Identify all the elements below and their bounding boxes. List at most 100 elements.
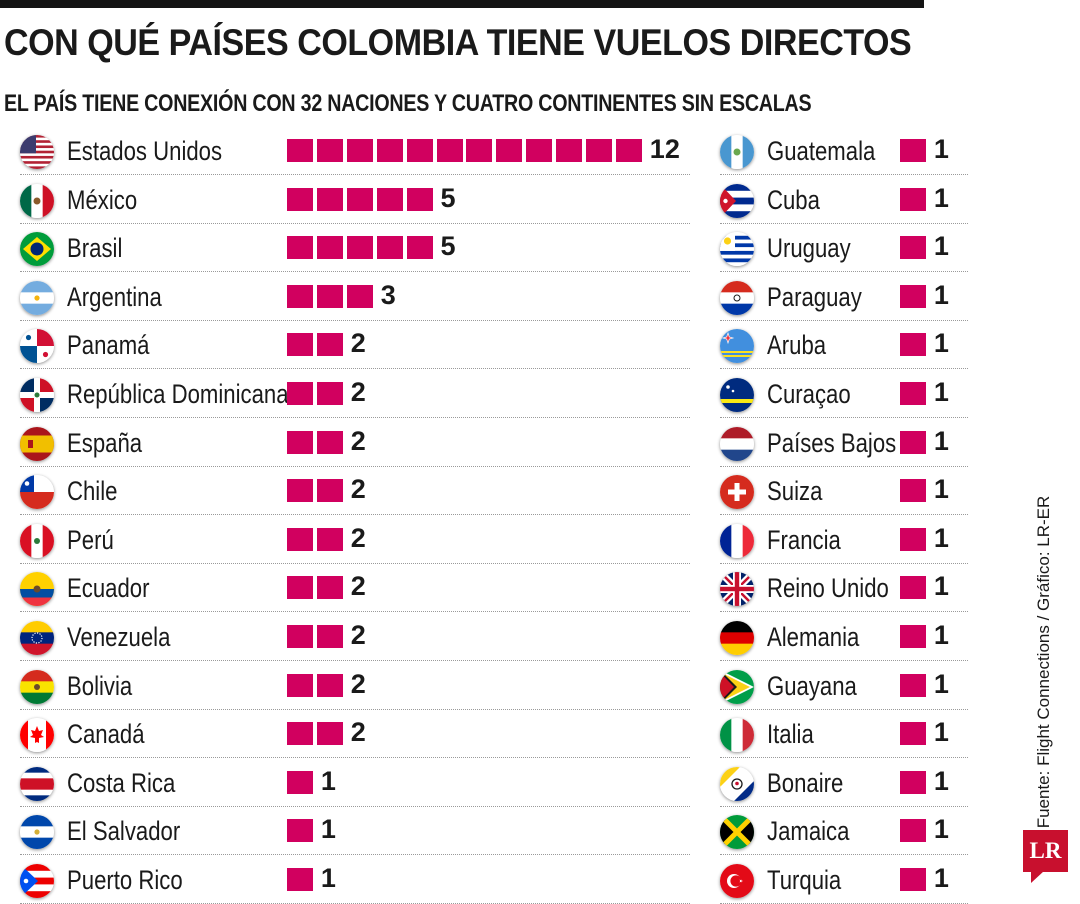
bar-unit	[900, 236, 926, 260]
bar-unit	[900, 770, 926, 794]
bar-unit	[900, 382, 926, 405]
netherlands-flag-icon	[720, 426, 754, 461]
category-label: Brasil	[67, 233, 123, 264]
usa-flag-icon	[20, 135, 54, 169]
category-label: Canadá	[67, 719, 145, 750]
united-kingdom-flag-icon	[720, 572, 754, 607]
category-label: Estados Unidos	[67, 136, 223, 166]
bar-unit	[346, 139, 373, 162]
value-label: 1	[933, 328, 949, 359]
bar-unit	[406, 187, 433, 211]
bar-unit	[900, 819, 926, 843]
chart-row: Perú 2	[20, 516, 690, 564]
bar-unit	[900, 625, 926, 648]
bar-unit	[900, 576, 926, 600]
bolivia-flag-icon	[20, 669, 54, 704]
bar-unit	[900, 868, 926, 891]
bar-unit	[287, 430, 313, 454]
bar-unit	[316, 527, 343, 551]
chart-row: Costa Rica 1	[20, 759, 690, 807]
bar-unit	[316, 187, 343, 211]
chart-row: Alemania 1	[720, 613, 968, 661]
category-label: Alemania	[767, 622, 860, 652]
chart-row: Cuba 1	[720, 176, 968, 224]
jamaica-flag-icon	[720, 815, 754, 850]
value-label: 2	[350, 377, 366, 407]
aruba-flag-icon	[720, 329, 754, 364]
chart-row: Jamaica 1	[720, 807, 968, 856]
el-salvador-flag-icon	[20, 815, 54, 850]
bar-unit	[586, 139, 612, 162]
chart-row: España 2	[20, 419, 690, 467]
chart-row: Chile 2	[20, 467, 690, 516]
chart-row: Turquia 1	[720, 856, 968, 904]
chile-flag-icon	[20, 475, 54, 510]
bar-unit	[316, 333, 343, 357]
value-label: 1	[933, 182, 949, 213]
value-label: 1	[933, 522, 949, 553]
bar-unit	[316, 430, 343, 454]
bar-unit	[900, 139, 926, 162]
chart-row: México 5	[20, 176, 690, 224]
bar-unit	[287, 139, 313, 162]
bar-unit	[316, 382, 343, 405]
value-label: 1	[933, 668, 949, 699]
chart-subtitle: EL PAÍS TIENE CONEXIÓN CON 32 NACIONES Y…	[4, 90, 812, 117]
chart-row: Bolivia 2	[20, 662, 690, 710]
bar-unit	[316, 576, 343, 600]
switzerland-flag-icon	[720, 475, 754, 510]
chart-row: Canadá 2	[20, 710, 690, 759]
turkey-flag-icon	[720, 864, 754, 898]
category-label: Ecuador	[67, 573, 150, 604]
category-label: Turquia	[767, 865, 842, 895]
bar-unit	[376, 236, 403, 260]
chart-title: CON QUÉ PAÍSES COLOMBIA TIENE VUELOS DIR…	[4, 22, 912, 63]
bar-unit	[900, 187, 926, 211]
value-label: 1	[933, 863, 949, 893]
puerto-rico-flag-icon	[20, 864, 54, 898]
value-label: 2	[350, 620, 366, 650]
value-label: 1	[933, 134, 949, 164]
value-label: 1	[933, 377, 949, 407]
bar-unit	[316, 139, 343, 162]
value-label: 1	[933, 620, 949, 650]
value-label: 1	[933, 231, 949, 262]
bar-unit	[316, 722, 343, 746]
chart-row: El Salvador 1	[20, 807, 690, 856]
source-credit: Fuente: Flight Connections / Gráfico: LR…	[1034, 495, 1053, 829]
category-label: Paraguay	[767, 281, 862, 312]
value-label: 12	[649, 134, 680, 164]
chart-row: Puerto Rico 1	[20, 856, 690, 904]
bar-unit	[346, 187, 373, 211]
category-label: Países Bajos	[767, 427, 897, 458]
category-label: Bolivia	[67, 670, 133, 701]
curacao-flag-icon	[720, 378, 754, 412]
bar-unit	[316, 236, 343, 260]
top-rule	[0, 0, 924, 8]
bar-unit	[615, 139, 642, 162]
category-label: Reino Unido	[767, 573, 889, 604]
dominican-republic-flag-icon	[20, 378, 54, 412]
value-label: 1	[933, 765, 949, 796]
bonaire-flag-icon	[720, 766, 754, 801]
category-label: Costa Rica	[67, 767, 176, 798]
chart-row: Panamá 2	[20, 321, 690, 370]
category-label: Guayana	[767, 670, 857, 701]
bar-unit	[346, 284, 373, 308]
bar-unit	[900, 527, 926, 551]
bar-unit	[376, 139, 403, 162]
mexico-flag-icon	[20, 183, 54, 218]
chart-row: Italia 1	[720, 710, 968, 759]
value-label: 1	[320, 814, 336, 845]
spain-flag-icon	[20, 426, 54, 461]
value-label: 1	[320, 765, 336, 796]
france-flag-icon	[720, 523, 754, 558]
guyana-flag-icon	[720, 669, 754, 704]
bar-unit	[900, 722, 926, 746]
category-label: Aruba	[767, 330, 827, 361]
value-label: 1	[933, 474, 949, 505]
category-label: España	[67, 427, 143, 458]
bar-unit	[287, 236, 313, 260]
chart-row: Venezuela 2	[20, 613, 690, 661]
chart-row: Francia 1	[720, 516, 968, 564]
